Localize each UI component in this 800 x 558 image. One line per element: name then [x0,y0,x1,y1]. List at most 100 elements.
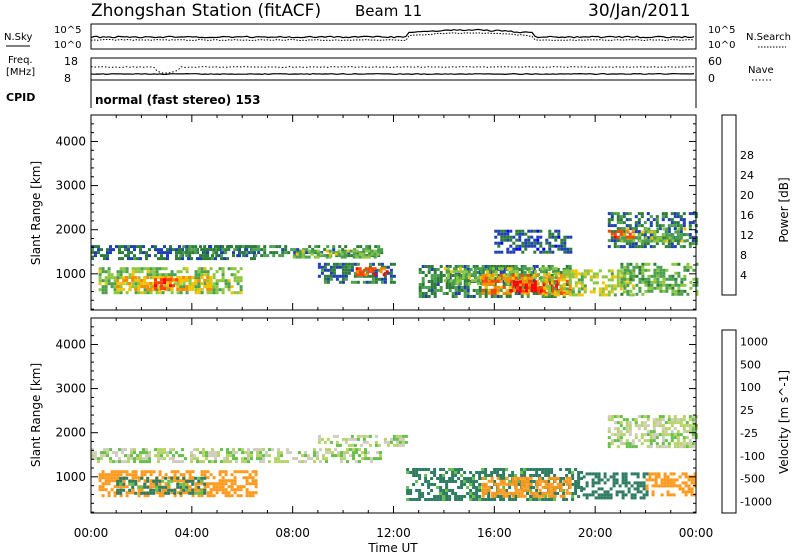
heatmap-cell [673,215,677,219]
heatmap-cell [116,482,120,486]
heatmap-cell [289,451,292,455]
heatmap-cell [539,267,543,271]
heatmap-cell [659,280,663,284]
heatmap-cell [124,448,127,452]
heatmap-cell [421,277,425,280]
heatmap-cell [536,286,540,290]
heatmap-cell [615,472,619,476]
heatmap-cell [446,270,450,274]
heatmap-cell [170,270,174,274]
heatmap-cell [641,265,645,269]
heatmap-cell [478,486,482,489]
heatmap-cell [644,280,648,284]
heatmap-cell [421,283,425,286]
heatmap-cell [530,241,534,245]
heatmap-cell [671,262,675,266]
heatmap-cell [172,278,175,282]
heatmap-cell [412,468,416,471]
heatmap-cell [601,290,605,294]
heatmap-cell [639,481,643,485]
heatmap-cell [221,288,225,292]
heatmap-cell [586,269,590,273]
heatmap-cell [313,448,316,452]
heatmap-cell [526,276,530,280]
heatmap-cell [280,454,283,458]
heatmap-cell [514,488,518,492]
heatmap-cell [316,249,320,253]
heatmap-cell [376,457,379,461]
heatmap-cell [637,424,641,428]
heatmap-cell [646,212,650,216]
heatmap-cell [472,477,476,480]
y-tick-label: 4000 [55,337,86,351]
heatmap-cell [154,278,157,282]
heatmap-cell [445,489,449,492]
heatmap-cell [597,478,601,482]
heatmap-cell [236,248,240,252]
heatmap-cell [128,488,132,492]
heatmap-cell [313,249,317,253]
heatmap-cell [604,287,608,291]
heatmap-cell [317,245,321,249]
heatmap-cell [254,248,258,252]
heatmap-cell [251,476,255,480]
heatmap-cell [613,433,617,437]
heatmap-cell [580,471,584,474]
heatmap-cell [323,268,327,272]
heatmap-cell [591,481,595,485]
heatmap-cell [670,236,674,240]
heatmap-cell [521,250,525,254]
heatmap-cell [636,475,640,479]
heatmap-cell [172,460,175,464]
heatmap-cell [137,288,141,291]
heatmap-cell [502,285,506,289]
heatmap-cell [236,488,240,492]
heatmap-cell [481,288,485,292]
heatmap-cell [636,472,640,476]
heatmap-cell [355,270,359,274]
heatmap-cell [310,457,313,461]
heatmap-cell [544,276,548,280]
heatmap-cell [145,451,148,455]
heatmap-cell [688,227,692,231]
heatmap-cell [627,487,631,491]
heatmap-cell [628,421,632,425]
heatmap-cell [131,473,135,477]
heatmap-cell [631,439,635,443]
heatmap-cell [247,448,250,452]
heatmap-cell [175,460,178,464]
heatmap-cell [343,451,346,455]
heatmap-cell [554,276,558,280]
heatmap-cell [675,484,679,488]
heatmap-cell [559,482,563,486]
heatmap-cell [233,276,237,280]
heatmap-cell [125,279,129,282]
heatmap-cell [286,448,289,452]
heatmap-cell [622,418,626,422]
heatmap-cell [527,238,531,242]
heatmap-cell [128,288,132,291]
heatmap-cell [433,286,437,289]
heatmap-cell [139,248,142,252]
heatmap-cell [538,479,542,483]
heatmap-cell [619,433,623,437]
heatmap-cell [505,491,509,495]
heatmap-cell [110,479,114,483]
heatmap-cell [125,494,129,498]
heatmap-cell [619,245,623,249]
heatmap-cell [221,488,225,492]
heatmap-cell [481,498,485,501]
heatmap-cell [496,476,500,480]
heatmap-cell [645,487,649,491]
heatmap-cell [359,434,363,438]
heatmap-cell [412,483,416,486]
heatmap-cell [307,255,311,259]
heatmap-cell [610,230,614,234]
heatmap-cell [672,493,676,497]
heatmap-cell [137,285,141,288]
heatmap-cell [379,267,383,271]
heatmap-cell [137,282,141,286]
heatmap-cell [304,451,307,455]
heatmap-cell [137,488,141,492]
heatmap-cell [512,270,516,274]
